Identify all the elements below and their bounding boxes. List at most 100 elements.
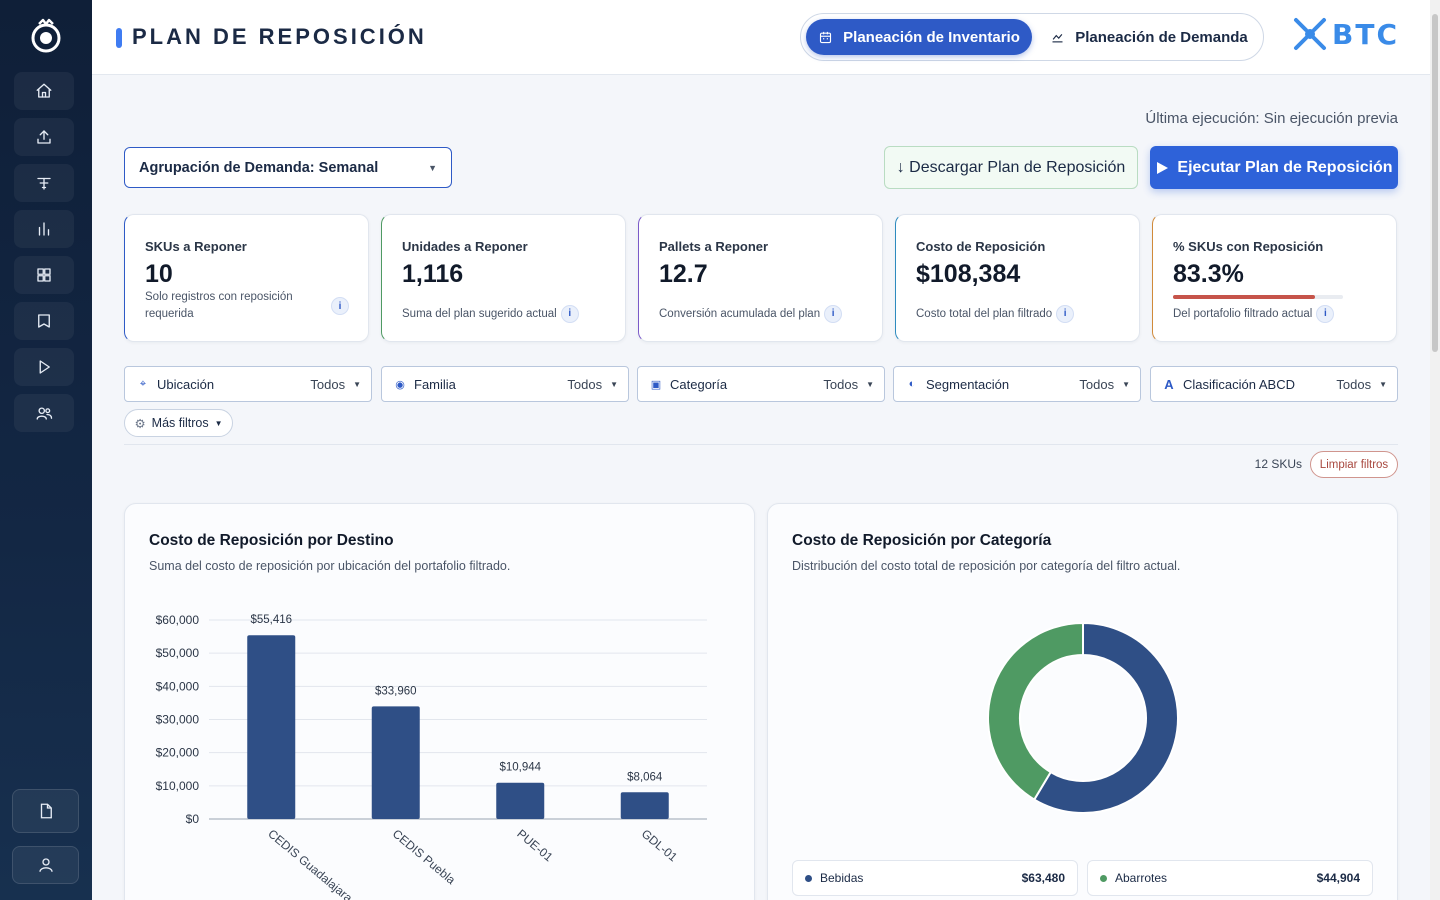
kpi-value: 10 xyxy=(145,260,173,288)
kpi-progress-fill xyxy=(1173,295,1315,299)
nav-documents[interactable] xyxy=(12,789,79,833)
filter-label: Categoría xyxy=(670,376,728,392)
slice-bebidas xyxy=(1032,621,1179,814)
nav-profile[interactable] xyxy=(12,846,79,884)
kpi-note: Suma del plan sugerido actual xyxy=(402,308,557,320)
kpi-note-row: Solo registros con reposición requerida … xyxy=(145,289,355,323)
nav-upload[interactable] xyxy=(14,118,74,156)
bar-chart: $0 $10,000 $20,000 $30,000 $40,000 $50,000 $60… xyxy=(156,613,707,900)
legend-value: $44,904 xyxy=(1316,871,1360,885)
sidebar xyxy=(0,0,92,900)
tab-inventory-planning[interactable]: Planeación de Inventario xyxy=(806,19,1032,55)
kpi-value: 1,116 xyxy=(402,260,464,288)
chart-subtitle: Distribución del costo total de reposici… xyxy=(792,559,1181,573)
kpi-label: SKUs a Reponer xyxy=(145,239,247,254)
x-tick-label: CEDIS Puebla xyxy=(390,827,459,888)
kpi-note-row: Costo total del plan filtrado i xyxy=(916,304,1126,323)
more-filters-button[interactable]: ⚙ Más filtros ▼ xyxy=(124,409,233,437)
calendar-icon xyxy=(820,31,832,43)
filter-family[interactable]: ◉ Familia Todos ▼ xyxy=(381,366,629,402)
bar-pue-01 xyxy=(496,782,545,819)
app-logo-icon[interactable] xyxy=(26,16,66,56)
chart-card-category: Costo de Reposición por Categoría Distri… xyxy=(767,503,1398,900)
y-tick-label: $0 xyxy=(186,812,200,826)
x-tick-label: GDL-01 xyxy=(639,827,680,865)
y-tick-label: $10,000 xyxy=(156,779,200,793)
home-icon xyxy=(36,83,52,98)
kpi-note: Costo total del plan filtrado xyxy=(916,308,1053,320)
chart-subtitle: Suma del costo de reposición por ubicaci… xyxy=(149,559,511,573)
info-icon[interactable]: i xyxy=(560,304,579,323)
filter-value: Todos xyxy=(567,376,603,392)
grid-icon xyxy=(37,268,51,282)
nav-dashboard[interactable] xyxy=(14,256,74,294)
kpi-replenishment-cost: Costo de Reposición $108,384 Costo total… xyxy=(895,214,1140,342)
tab-inventory-label: Planeación de Inventario xyxy=(843,28,1020,46)
info-icon[interactable]: i xyxy=(331,297,349,315)
slice-abarrotes xyxy=(987,621,1084,801)
download-plan-label: ↓ Descargar Plan de Reposición xyxy=(896,158,1126,176)
kpi-note: Del portafolio filtrado actual xyxy=(1173,308,1313,320)
chevron-down-icon: ▼ xyxy=(353,379,361,389)
legend-item-bebidas: Bebidas $63,480 xyxy=(792,860,1078,896)
filter-location[interactable]: ⌖ Ubicación Todos ▼ xyxy=(124,366,372,402)
filter-category[interactable]: ▣ Categoría Todos ▼ xyxy=(637,366,885,402)
legend-item-abarrotes: Abarrotes $44,904 xyxy=(1087,860,1373,896)
kpi-label: Unidades a Reponer xyxy=(402,239,528,254)
mode-switch: Planeación de Inventario Planeación de D… xyxy=(800,13,1264,61)
chevron-down-icon: ▼ xyxy=(610,379,618,389)
filter-icon xyxy=(37,177,51,190)
info-icon[interactable]: i xyxy=(1316,304,1335,323)
brand-text: BTC xyxy=(1332,17,1399,51)
category-icon: ▣ xyxy=(650,378,662,391)
download-plan-button[interactable]: ↓ Descargar Plan de Reposición xyxy=(884,146,1138,189)
nav-execute[interactable] xyxy=(14,348,74,386)
abcd-icon: A xyxy=(1164,376,1174,392)
nav-users[interactable] xyxy=(14,394,74,432)
nav-filters[interactable] xyxy=(14,164,74,202)
info-icon[interactable]: i xyxy=(824,304,843,323)
bar-cedis-puebla xyxy=(371,706,420,819)
kpi-note: Solo registros con reposición requerida xyxy=(145,291,293,320)
chevron-down-icon: ▼ xyxy=(428,162,437,173)
chevron-down-icon: ▼ xyxy=(1122,379,1130,389)
chevron-down-icon: ▼ xyxy=(866,379,874,389)
tab-demand-label: Planeación de Demanda xyxy=(1075,28,1248,46)
scroll-thumb[interactable] xyxy=(1432,14,1438,352)
tab-demand-planning[interactable]: Planeación de Demanda xyxy=(1041,19,1257,55)
user-icon xyxy=(38,858,53,872)
demand-grouping-select[interactable]: Agrupación de Demanda: Semanal ▼ xyxy=(124,147,452,188)
filter-label: Ubicación xyxy=(157,376,215,392)
bar-chart-icon xyxy=(38,222,50,236)
run-plan-button[interactable]: Ejecutar Plan de Reposición xyxy=(1150,146,1398,189)
kpi-value: $108,384 xyxy=(916,260,1021,288)
divider xyxy=(124,444,1398,445)
legend-dot xyxy=(1100,874,1107,882)
clear-filters-button[interactable]: Limpiar filtros xyxy=(1310,451,1398,478)
filter-label: Segmentación xyxy=(926,376,1010,392)
nav-home[interactable] xyxy=(14,72,74,110)
gear-icon: ⚙ xyxy=(134,416,146,431)
document-icon xyxy=(40,803,52,819)
data-label: $8,064 xyxy=(627,771,663,783)
chart-card-destination: Costo de Reposición por Destino Suma del… xyxy=(124,503,755,900)
title-accent-bar xyxy=(116,28,122,48)
nav-catalog[interactable] xyxy=(14,302,74,340)
info-icon[interactable]: i xyxy=(1056,304,1075,323)
nav-analytics[interactable] xyxy=(14,210,74,248)
brand-logo: BTC xyxy=(1292,14,1402,54)
filter-segmentation[interactable]: ◐ Segmentación Todos ▼ xyxy=(893,366,1141,402)
y-tick-label: $60,000 xyxy=(156,613,200,627)
filter-abcd[interactable]: A Clasificación ABCD Todos ▼ xyxy=(1150,366,1398,402)
kpi-label: Costo de Reposición xyxy=(916,239,1046,254)
legend-value: $63,480 xyxy=(1021,871,1065,885)
legend-dot xyxy=(805,874,812,882)
kpi-pct-skus-replenished: % SKUs con Reposición 83.3% Del portafol… xyxy=(1152,214,1397,342)
filter-value: Todos xyxy=(823,376,859,392)
y-tick-label: $20,000 xyxy=(156,746,200,760)
data-label: $33,960 xyxy=(375,685,417,697)
kpi-skus-to-replenish: SKUs a Reponer 10 Solo registros con rep… xyxy=(124,214,369,342)
page-scrollbar[interactable] xyxy=(1430,0,1440,900)
play-icon xyxy=(39,360,50,374)
filter-value: Todos xyxy=(1079,376,1115,392)
